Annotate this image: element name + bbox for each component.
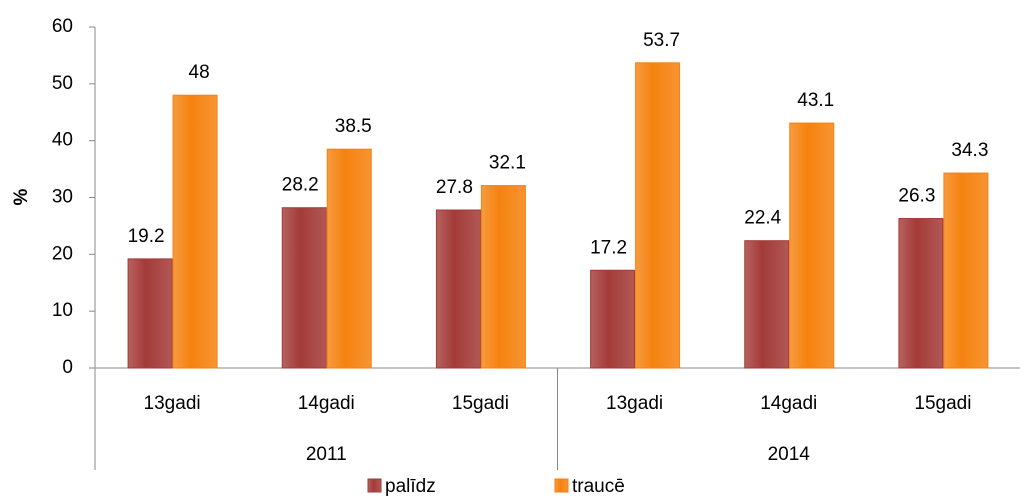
group-label: 2014 bbox=[768, 444, 811, 465]
y-tick-label: 30 bbox=[52, 187, 73, 208]
y-tick-label: 10 bbox=[52, 300, 73, 321]
legend-label: traucē bbox=[572, 476, 625, 497]
bar bbox=[635, 62, 681, 369]
bar bbox=[480, 185, 526, 369]
y-tick-label: 0 bbox=[62, 357, 73, 378]
bar bbox=[898, 218, 944, 369]
data-label: 34.3 bbox=[951, 140, 988, 161]
data-label: 28.2 bbox=[282, 175, 319, 196]
y-tick-label: 20 bbox=[52, 243, 73, 264]
x-tick-label: 13gadi bbox=[144, 393, 201, 414]
x-tick-label: 13gadi bbox=[606, 393, 663, 414]
bar bbox=[744, 240, 790, 369]
x-tick-label: 14gadi bbox=[298, 393, 355, 414]
data-label: 48 bbox=[189, 62, 210, 83]
x-tick-label: 15gadi bbox=[914, 393, 971, 414]
bar bbox=[435, 209, 481, 369]
data-label: 26.3 bbox=[898, 186, 935, 207]
legend-label: palīdz bbox=[385, 476, 436, 497]
group-label: 2011 bbox=[306, 444, 347, 465]
data-label: 43.1 bbox=[797, 90, 834, 111]
data-label: 38.5 bbox=[335, 116, 372, 137]
y-tick-label: 60 bbox=[52, 16, 73, 37]
bar bbox=[943, 172, 989, 369]
bar bbox=[127, 258, 173, 369]
data-label: 27.8 bbox=[436, 177, 473, 198]
y-tick-label: 50 bbox=[52, 73, 73, 94]
bar bbox=[281, 207, 327, 369]
y-tick-label: 40 bbox=[52, 130, 73, 151]
data-label: 17.2 bbox=[590, 237, 627, 258]
y-axis-label: % bbox=[11, 188, 32, 205]
legend-swatch bbox=[367, 478, 382, 493]
data-label: 22.4 bbox=[744, 208, 781, 229]
bar bbox=[590, 269, 636, 369]
data-label: 19.2 bbox=[128, 226, 165, 247]
x-tick-label: 15gadi bbox=[452, 393, 509, 414]
legend-swatch bbox=[554, 478, 569, 493]
data-label: 32.1 bbox=[489, 153, 526, 174]
x-tick-label: 14gadi bbox=[760, 393, 817, 414]
bar bbox=[172, 94, 218, 369]
bar bbox=[789, 122, 835, 369]
bar bbox=[326, 148, 372, 369]
data-label: 53.7 bbox=[643, 30, 680, 51]
